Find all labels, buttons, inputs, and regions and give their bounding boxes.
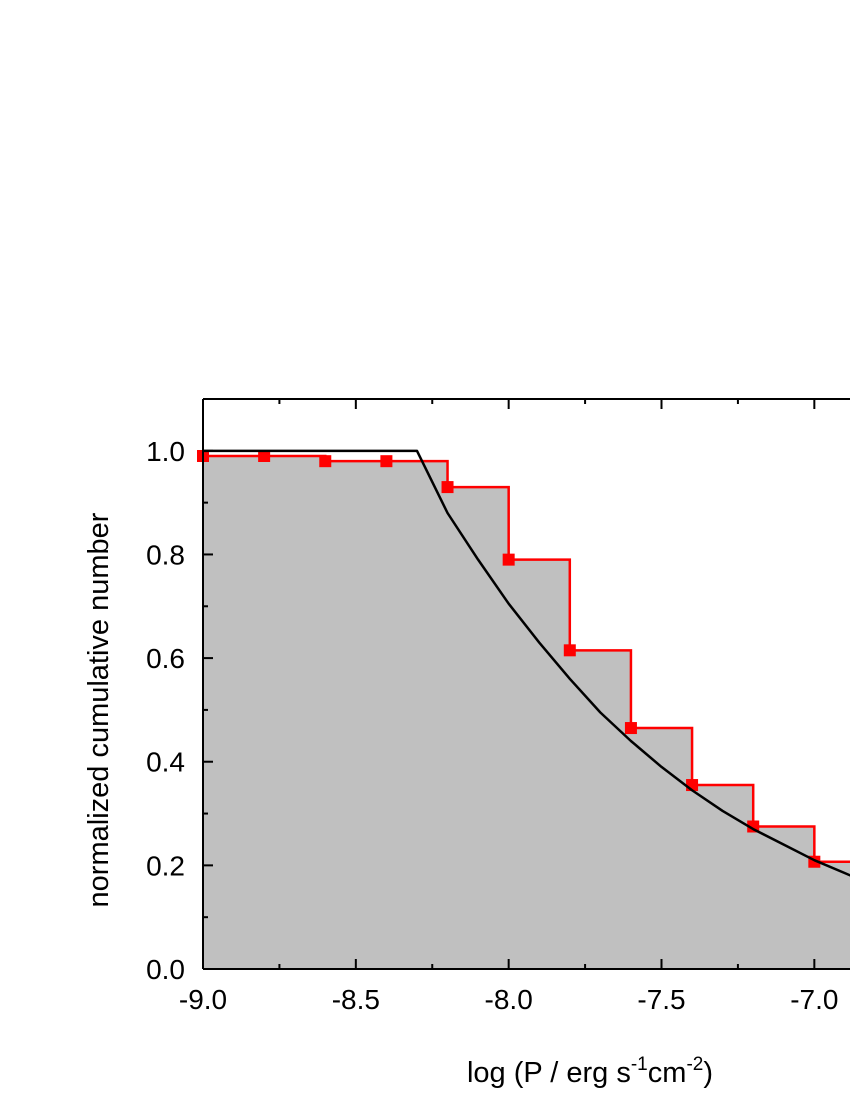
model-curve-layer: [203, 449, 850, 877]
x-axis-title: log (P / erg s-1cm-2): [467, 1054, 713, 1089]
y-tick-label: 0.0: [146, 954, 185, 985]
x-tick-label: -7.0: [790, 984, 838, 1015]
model-curve: [203, 449, 850, 877]
shaded-area: [203, 456, 850, 969]
data-point-marker: [563, 644, 576, 657]
x-tick-label: -8.5: [332, 984, 380, 1015]
data-point-marker: [380, 455, 393, 468]
x-tick-label: -7.5: [637, 984, 685, 1015]
x-axis-title-main: log (P / erg s: [467, 1057, 631, 1089]
axes: [202, 398, 850, 970]
y-tick-label: 0.4: [146, 747, 185, 778]
x-axis-title-mid: cm: [648, 1057, 687, 1089]
y-axis-title: normalized cumulative number: [83, 512, 115, 907]
y-tick-label: 0.6: [146, 643, 185, 674]
data-point-marker: [258, 450, 271, 462]
y-tick-label: 1.0: [146, 436, 185, 467]
x-axis-title-end: ): [703, 1057, 713, 1089]
step-line: [203, 454, 850, 863]
shaded-area-path: [203, 456, 850, 969]
tick-labels: -9.0-8.5-8.0-7.5-7.0-6.5-6.00.00.20.40.6…: [146, 436, 838, 1015]
data-point-marker: [319, 455, 332, 468]
x-tick-label: -8.0: [485, 984, 533, 1015]
y-tick-label: 0.8: [146, 539, 185, 570]
data-point-marker: [624, 722, 637, 735]
x-axis-title-sup2: -2: [686, 1054, 703, 1075]
x-tick-label: -9.0: [179, 984, 227, 1015]
data-point-marker: [441, 481, 454, 494]
x-axis-title-sup1: -1: [631, 1054, 648, 1075]
data-point-marker: [502, 553, 515, 566]
y-tick-label: 0.2: [146, 850, 185, 881]
